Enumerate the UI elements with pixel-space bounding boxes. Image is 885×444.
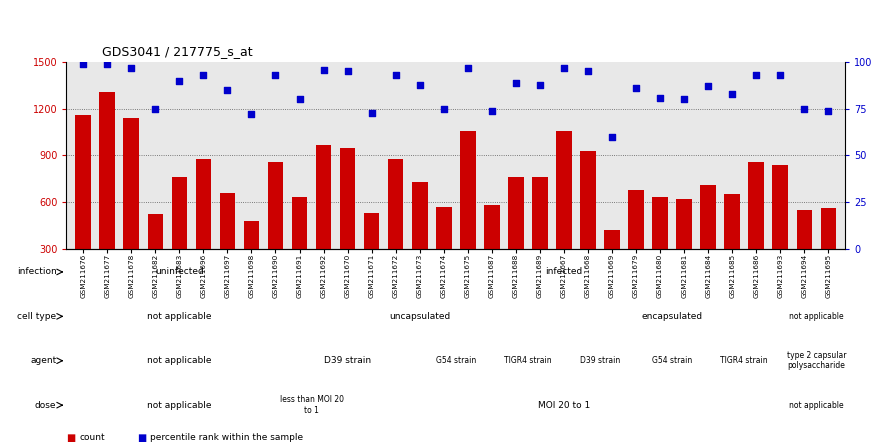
Point bbox=[76, 60, 90, 67]
Bar bbox=[267, 162, 283, 295]
Point bbox=[629, 85, 643, 92]
Bar bbox=[340, 148, 356, 295]
Point bbox=[605, 133, 620, 140]
Bar bbox=[700, 185, 716, 295]
Point bbox=[797, 105, 812, 112]
Point bbox=[485, 107, 499, 114]
Bar bbox=[243, 221, 259, 295]
Point bbox=[389, 71, 403, 79]
Point bbox=[196, 71, 211, 79]
Point bbox=[750, 71, 764, 79]
Bar bbox=[75, 115, 91, 295]
Text: GDS3041 / 217775_s_at: GDS3041 / 217775_s_at bbox=[102, 45, 252, 58]
Bar bbox=[316, 145, 331, 295]
Text: TIGR4 strain: TIGR4 strain bbox=[720, 356, 768, 365]
Bar bbox=[532, 177, 548, 295]
Text: infected: infected bbox=[545, 267, 582, 277]
Bar bbox=[556, 131, 572, 295]
Point bbox=[581, 68, 595, 75]
Point bbox=[412, 81, 427, 88]
Text: D39 strain: D39 strain bbox=[324, 356, 371, 365]
Text: uncapsulated: uncapsulated bbox=[389, 312, 450, 321]
Point bbox=[701, 83, 715, 90]
Point bbox=[292, 96, 306, 103]
Text: G54 strain: G54 strain bbox=[435, 356, 476, 365]
Bar bbox=[196, 159, 212, 295]
Point bbox=[341, 68, 355, 75]
Bar bbox=[99, 92, 115, 295]
Point bbox=[436, 105, 450, 112]
Text: agent: agent bbox=[30, 356, 57, 365]
Bar bbox=[172, 177, 187, 295]
Point bbox=[148, 105, 162, 112]
Text: dose: dose bbox=[35, 400, 57, 410]
Text: encapsulated: encapsulated bbox=[642, 312, 703, 321]
Text: not applicable: not applicable bbox=[789, 400, 843, 410]
Bar bbox=[508, 177, 524, 295]
Point bbox=[533, 81, 547, 88]
Point bbox=[773, 71, 788, 79]
Text: cell type: cell type bbox=[18, 312, 57, 321]
Bar bbox=[124, 118, 139, 295]
Bar bbox=[676, 199, 692, 295]
Point bbox=[557, 64, 571, 71]
Point bbox=[461, 64, 475, 71]
Point bbox=[821, 107, 835, 114]
Text: uninfected: uninfected bbox=[155, 267, 204, 277]
Text: TIGR4 strain: TIGR4 strain bbox=[504, 356, 551, 365]
Text: D39 strain: D39 strain bbox=[580, 356, 620, 365]
Point bbox=[268, 71, 282, 79]
Bar bbox=[796, 210, 812, 295]
Bar bbox=[388, 159, 404, 295]
Bar bbox=[484, 205, 500, 295]
Text: less than MOI 20
to 1: less than MOI 20 to 1 bbox=[280, 396, 343, 415]
Point bbox=[100, 60, 114, 67]
Bar bbox=[773, 165, 788, 295]
Point bbox=[677, 96, 691, 103]
Bar bbox=[412, 182, 427, 295]
Point bbox=[725, 90, 739, 97]
Point bbox=[124, 64, 138, 71]
Bar bbox=[436, 207, 451, 295]
Text: ■: ■ bbox=[66, 433, 75, 443]
Text: not applicable: not applicable bbox=[147, 312, 212, 321]
Bar bbox=[604, 230, 620, 295]
Point bbox=[220, 87, 235, 94]
Bar bbox=[364, 213, 380, 295]
Bar bbox=[652, 198, 668, 295]
Bar bbox=[749, 162, 764, 295]
Bar bbox=[460, 131, 475, 295]
Point bbox=[173, 77, 187, 84]
Bar bbox=[725, 194, 740, 295]
Text: not applicable: not applicable bbox=[147, 356, 212, 365]
Point bbox=[509, 79, 523, 86]
Text: MOI 20 to 1: MOI 20 to 1 bbox=[538, 400, 590, 410]
Text: ■: ■ bbox=[137, 433, 146, 443]
Text: count: count bbox=[80, 433, 105, 442]
Text: percentile rank within the sample: percentile rank within the sample bbox=[150, 433, 304, 442]
Point bbox=[365, 109, 379, 116]
Text: infection: infection bbox=[17, 267, 57, 277]
Point bbox=[244, 111, 258, 118]
Bar bbox=[148, 214, 163, 295]
Point bbox=[653, 94, 667, 101]
Bar bbox=[581, 151, 596, 295]
Point bbox=[317, 66, 331, 73]
Bar bbox=[628, 190, 644, 295]
Bar bbox=[820, 208, 836, 295]
Bar bbox=[292, 198, 307, 295]
Text: not applicable: not applicable bbox=[789, 312, 843, 321]
Text: type 2 capsular
polysaccharide: type 2 capsular polysaccharide bbox=[787, 351, 846, 370]
Bar bbox=[219, 193, 235, 295]
Text: not applicable: not applicable bbox=[147, 400, 212, 410]
Text: G54 strain: G54 strain bbox=[652, 356, 692, 365]
